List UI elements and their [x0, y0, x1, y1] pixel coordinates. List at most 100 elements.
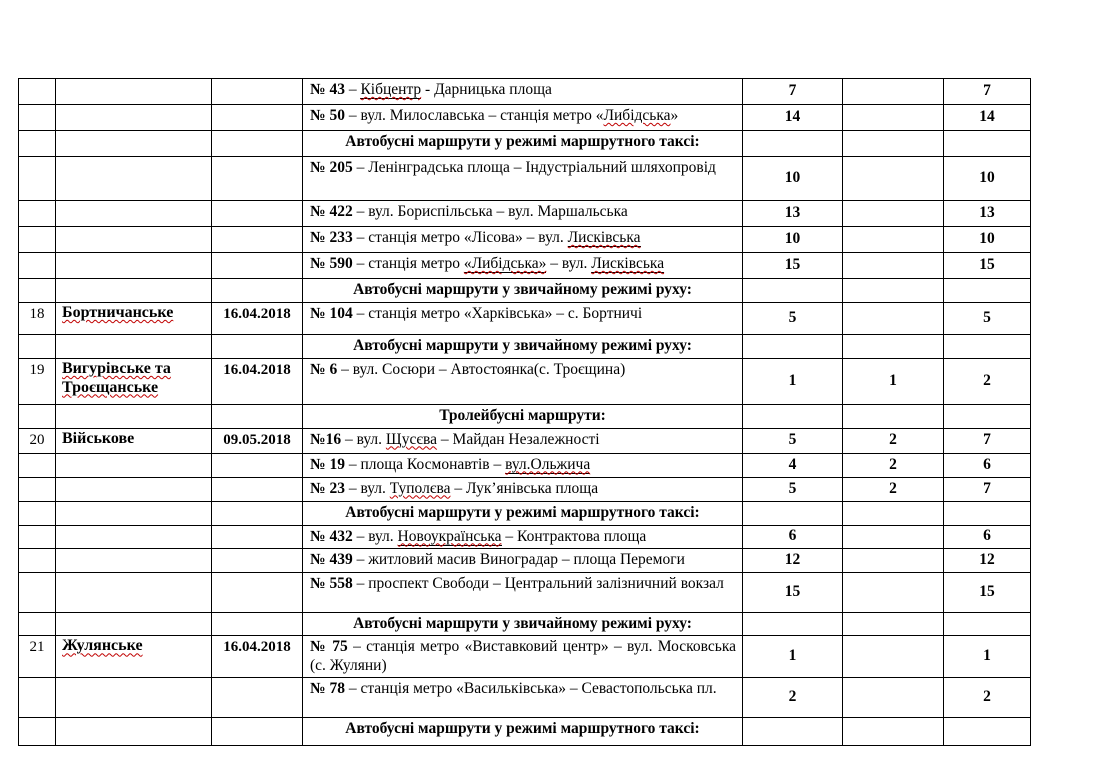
marked-text-segment: Либідська	[603, 107, 671, 124]
district-name-cell	[55, 571, 212, 613]
text-segment: № 43	[310, 81, 349, 98]
text-segment: – вул.	[348, 479, 390, 497]
route-description-cell: № 50 – вул. Милославська – станція метро…	[302, 104, 743, 131]
table-row: Автобусні маршрути у режимі маршрутного …	[18, 500, 1031, 526]
count-first-cell	[742, 333, 843, 359]
count-second-cell	[842, 200, 944, 227]
text-segment: – проспект Свободи – Центральний залізни…	[356, 574, 724, 592]
approval-date-cell: 16.04.2018	[211, 635, 303, 679]
count-first-cell: 15	[742, 571, 843, 613]
text-segment: – вул.	[344, 430, 386, 448]
marked-text-segment: Вигурівське та Троєщанське	[62, 359, 171, 396]
count-first-cell: 5	[742, 301, 843, 335]
text-segment: – Ленінградська площа – Індустріальний ш…	[356, 159, 716, 176]
approval-date-cell: 16.04.2018	[211, 301, 303, 335]
text-segment: »	[670, 107, 679, 124]
section-header-cell: Автобусні маршрути у режимі маршрутного …	[302, 500, 743, 526]
count-second-cell	[842, 635, 944, 679]
count-second-cell	[842, 226, 944, 253]
count-second-cell	[842, 717, 944, 747]
count-total-cell	[943, 403, 1031, 429]
route-description-cell: № 205 – Ленінградська площа – Індустріал…	[302, 156, 743, 201]
approval-date-cell	[211, 476, 303, 502]
section-header-cell: Автобусні маршрути у режимі маршрутного …	[302, 130, 743, 157]
count-first-cell: 5	[742, 476, 843, 502]
table-row: № 233 – станція метро «Лісова» – вул. Ли…	[18, 226, 1031, 253]
district-name-cell: Бортничанське	[55, 301, 212, 335]
count-total-cell: 15	[943, 252, 1031, 279]
count-second-cell	[842, 156, 944, 201]
count-first-cell: 6	[742, 524, 843, 549]
table-row: Автобусні маршрути у режимі маршрутного …	[18, 717, 1031, 747]
district-name-cell	[55, 252, 212, 279]
table-row: 19 Вигурівське та Троєщанське 16.04.2018 № …	[18, 357, 1031, 405]
marked-text-segment: Новоукраїнська	[397, 527, 502, 546]
text-segment: № 590	[310, 255, 357, 272]
count-total-cell	[943, 278, 1031, 303]
count-first-cell	[742, 500, 843, 526]
count-second-cell	[842, 333, 944, 359]
route-description-cell: № 6 – вул. Сосюри – Автостоянка(с. Троєщ…	[302, 357, 743, 405]
approval-date-cell	[211, 156, 303, 201]
marked-text-segment: Жулянське	[62, 637, 143, 655]
text-segment: № 50	[310, 107, 349, 124]
count-total-cell: 12	[943, 547, 1031, 573]
text-segment: – станція метро «Харківська» – с. Бортни…	[356, 304, 643, 322]
text-segment: № 104	[310, 304, 357, 322]
count-total-cell: 10	[943, 226, 1031, 253]
text-segment: № 432	[310, 527, 357, 545]
approval-date-cell	[211, 452, 303, 478]
approval-date-cell	[211, 403, 303, 429]
section-header-cell: Автобусні маршрути у звичайному режимі р…	[302, 278, 743, 303]
district-name-cell	[55, 226, 212, 253]
district-name-cell: Військове	[55, 427, 212, 454]
row-number-cell	[18, 717, 56, 747]
district-name-cell	[55, 476, 212, 502]
count-total-cell: 7	[943, 78, 1031, 105]
route-description-cell: №16 – вул. Щусєва – Майдан Незалежності	[302, 427, 743, 454]
count-first-cell	[742, 403, 843, 429]
text-segment: – Контрактова площа	[501, 527, 647, 545]
text-segment: – площа Космонавтів –	[348, 455, 506, 473]
count-second-cell	[842, 78, 944, 105]
marked-text-segment: Лисківська	[567, 229, 641, 247]
route-description-cell: № 78 – станція метро «Васильківська» – С…	[302, 677, 743, 719]
routes-table: № 43 – Кібцентр - Дарницька площа 7 7 № 50 …	[18, 78, 1031, 747]
count-second-cell: 2	[842, 476, 944, 502]
table-row: 20 Військове 09.05.2018 №16 – вул. Щусєва –…	[18, 427, 1031, 454]
table-row: № 558 – проспект Свободи – Центральний з…	[18, 571, 1031, 613]
approval-date-cell	[211, 500, 303, 526]
count-first-cell: 12	[742, 547, 843, 573]
district-name-cell	[55, 717, 212, 747]
count-total-cell: 2	[943, 677, 1031, 719]
approval-date-cell	[211, 333, 303, 359]
marked-text-segment: Щусєва	[385, 430, 438, 448]
count-first-cell: 7	[742, 78, 843, 105]
approval-date-cell: 16.04.2018	[211, 357, 303, 405]
table-row: № 50 – вул. Милославська – станція метро…	[18, 104, 1031, 131]
route-description-cell: № 104 – станція метро «Харківська» – с. …	[302, 301, 743, 335]
routes-table-body: № 43 – Кібцентр - Дарницька площа 7 7 № 50 …	[18, 78, 1031, 747]
marked-text-segment: Кібцентр	[360, 81, 422, 99]
count-second-cell	[842, 547, 944, 573]
count-total-cell: 6	[943, 524, 1031, 549]
approval-date-cell	[211, 524, 303, 549]
text-segment: – вул.	[356, 527, 398, 545]
table-row: № 78 – станція метро «Васильківська» – С…	[18, 677, 1031, 719]
count-total-cell	[943, 611, 1031, 637]
count-second-cell	[842, 403, 944, 429]
text-segment: № 23	[310, 479, 349, 497]
district-name-cell: Вигурівське та Троєщанське	[55, 357, 212, 405]
row-number-cell	[18, 200, 56, 227]
row-number-cell	[18, 403, 56, 429]
marked-text-segment: «Либідська»	[463, 255, 547, 273]
section-header-cell: Автобусні маршрути у звичайному режимі р…	[302, 611, 743, 637]
table-row: Автобусні маршрути у звичайному режимі р…	[18, 333, 1031, 359]
count-first-cell: 5	[742, 427, 843, 454]
table-row: Автобусні маршрути у режимі маршрутного …	[18, 130, 1031, 157]
route-description-cell: № 19 – площа Космонавтів – вул.Ольжича	[302, 452, 743, 478]
count-first-cell	[742, 717, 843, 747]
district-name-cell	[55, 547, 212, 573]
approval-date-cell: 09.05.2018	[211, 427, 303, 454]
text-segment: – вул. Бориспільська – вул. Маршальська	[356, 203, 628, 220]
